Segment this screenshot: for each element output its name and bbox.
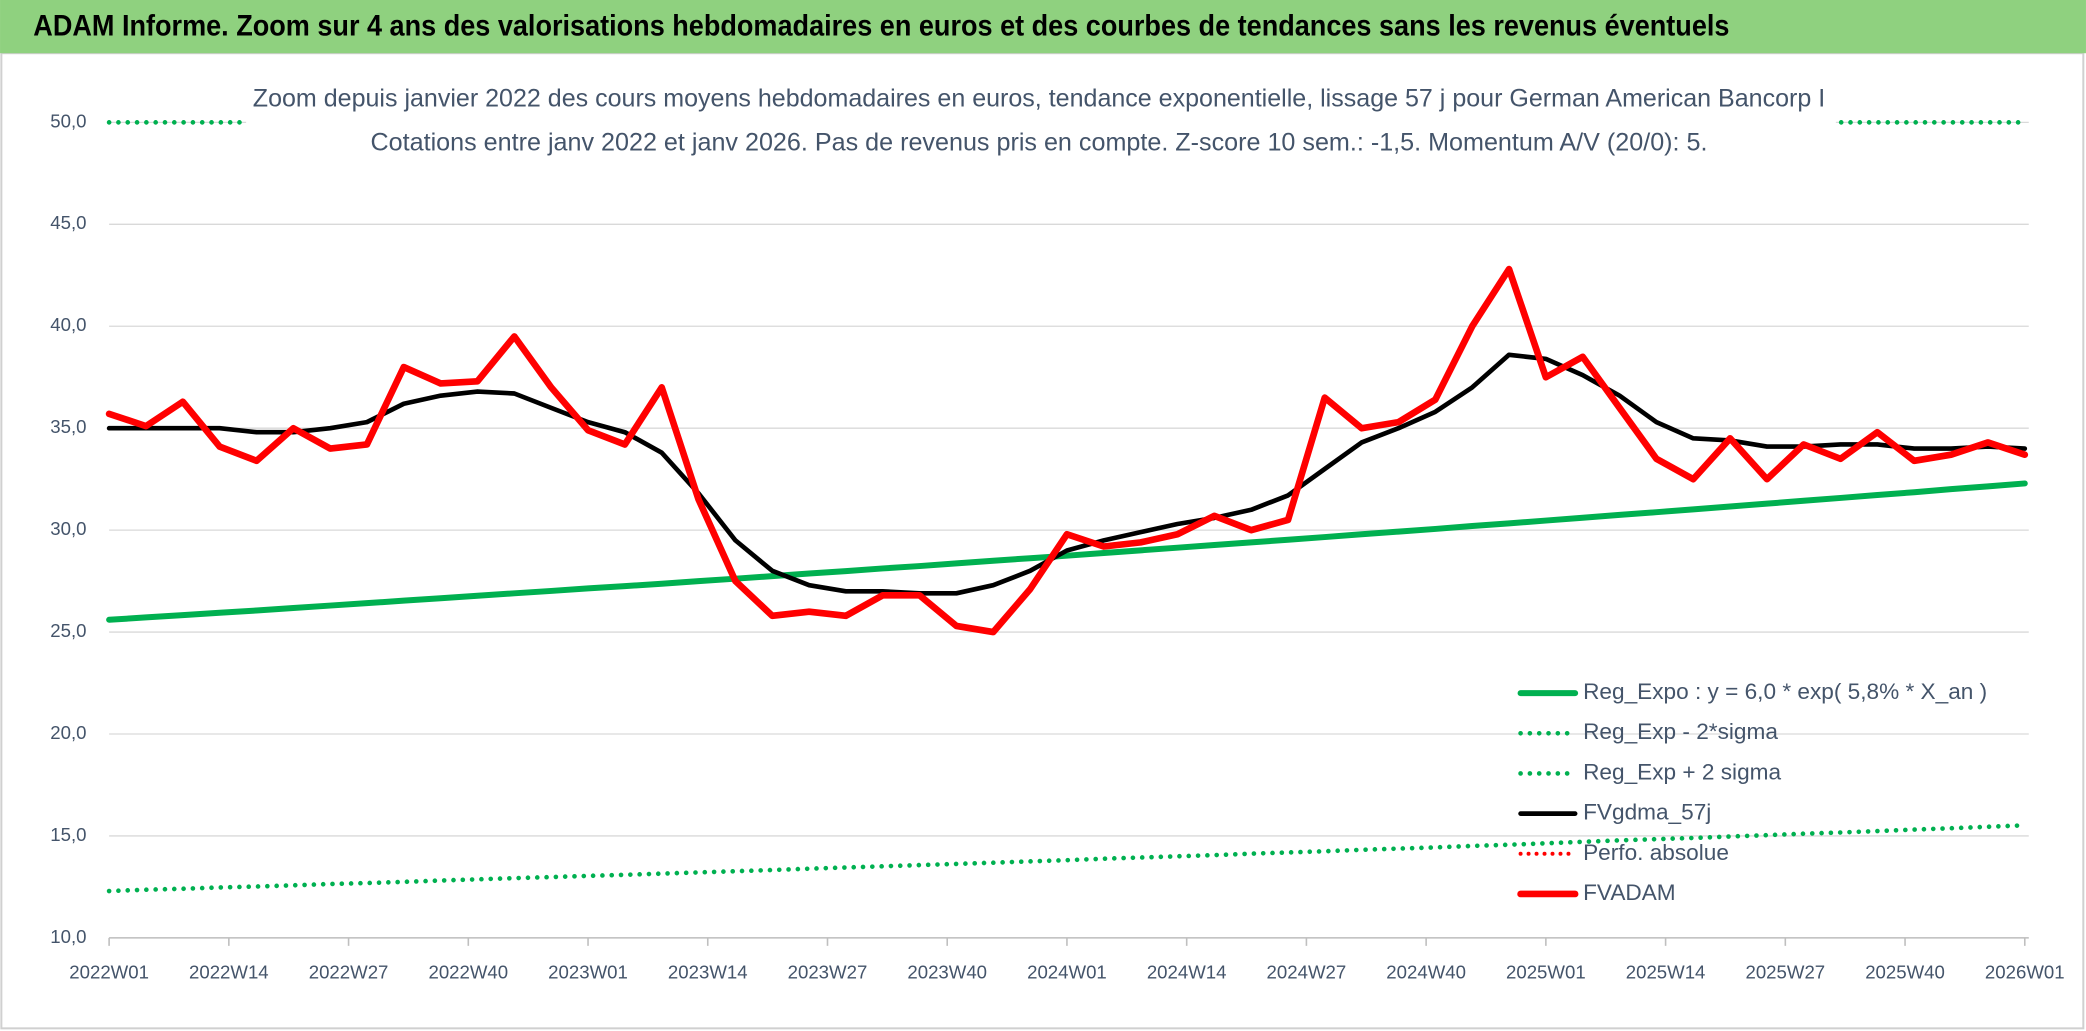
y-tick-label: 15,0: [50, 824, 86, 845]
x-tick-label: 2025W01: [1506, 962, 1586, 983]
x-tick-label: 2025W14: [1626, 962, 1706, 983]
y-tick-label: 20,0: [50, 722, 86, 743]
y-tick-label: 50,0: [50, 110, 86, 131]
header-bar: [0, 0, 2086, 54]
x-tick-label: 2022W27: [309, 962, 389, 983]
series-line: [106, 480, 2028, 623]
x-tick-label: 2024W01: [1027, 962, 1107, 983]
title-background: [246, 74, 1836, 168]
x-tick-label: 2023W27: [788, 962, 868, 983]
legend-label: Reg_Expo : y = 6,0 * exp( 5,8% * X_an ): [1583, 679, 1987, 704]
series-line: [106, 823, 2028, 894]
x-tick-label: 2023W40: [907, 962, 987, 983]
x-tick-label: 2025W40: [1865, 962, 1945, 983]
y-tick-label: 10,0: [50, 926, 86, 947]
header-title: ADAM Informe. Zoom sur 4 ans des valoris…: [33, 11, 1729, 43]
x-tick-label: 2022W01: [69, 962, 149, 983]
x-tick-label: 2024W40: [1386, 962, 1466, 983]
x-tick-label: 2023W14: [668, 962, 748, 983]
series-line: [106, 352, 2028, 596]
x-tick-label: 2023W01: [548, 962, 628, 983]
series-line: [105, 265, 2029, 636]
y-tick-label: 40,0: [50, 314, 86, 335]
x-tick-label: 2022W40: [428, 962, 508, 983]
chart-subtitle: Cotations entre janv 2022 et janv 2026. …: [371, 128, 1708, 156]
x-tick-label: 2024W14: [1147, 962, 1227, 983]
legend-label: Reg_Exp - 2*sigma: [1583, 719, 1778, 744]
x-tick-label: 2022W14: [189, 962, 269, 983]
x-tick-label: 2025W27: [1745, 962, 1825, 983]
legend-label: FVgdma_57j: [1583, 800, 1711, 825]
y-tick-label: 30,0: [50, 518, 86, 539]
x-tick-label: 2024W27: [1267, 962, 1347, 983]
legend-label: Perfo. absolue: [1583, 840, 1729, 865]
chart-title: Zoom depuis janvier 2022 des cours moyen…: [253, 84, 1825, 112]
y-tick-label: 35,0: [50, 416, 86, 437]
x-tick-label: 2026W01: [1985, 962, 2065, 983]
y-tick-label: 45,0: [50, 212, 86, 233]
y-tick-label: 25,0: [50, 620, 86, 641]
legend: Reg_Expo : y = 6,0 * exp( 5,8% * X_an ) R…: [1517, 679, 1987, 905]
legend-label: FVADAM: [1583, 880, 1676, 905]
legend-label: Reg_Exp + 2 sigma: [1583, 759, 1781, 784]
